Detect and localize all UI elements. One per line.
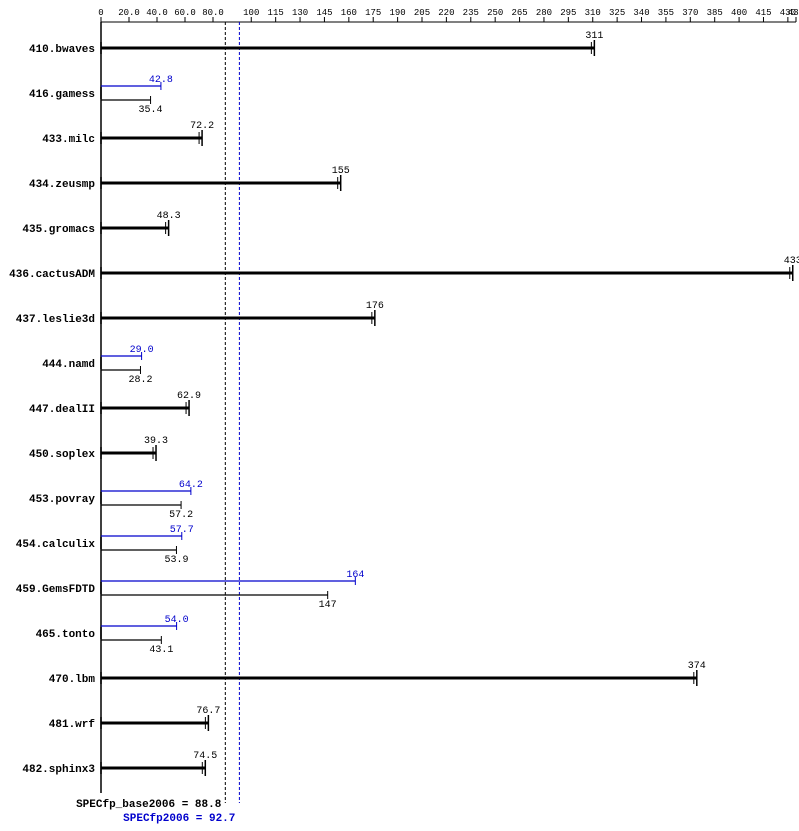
peak-value: 57.7 [170, 525, 194, 536]
benchmark-label: 465.tonto [36, 629, 96, 641]
base-value: 74.5 [193, 751, 217, 762]
axis-tick-label: 145 [316, 8, 332, 18]
axis-tick-label: 205 [414, 8, 430, 18]
base-value: 57.2 [169, 510, 193, 521]
peak-value: 29.0 [130, 345, 154, 356]
base-value: 176 [366, 301, 384, 312]
benchmark-label: 454.calculix [16, 539, 96, 551]
axis-tick-label: 400 [731, 8, 747, 18]
benchmark-label: 481.wrf [49, 719, 96, 731]
benchmark-label: 435.gromacs [22, 224, 95, 236]
benchmark-label: 447.dealII [29, 404, 95, 416]
benchmark-label: 437.leslie3d [16, 314, 95, 326]
base-value: 48.3 [157, 211, 181, 222]
benchmark-label: 416.gamess [29, 89, 95, 101]
axis-tick-label: 115 [268, 8, 284, 18]
axis-tick-label: 160 [341, 8, 357, 18]
axis-tick-label: 100 [243, 8, 259, 18]
benchmark-label: 459.GemsFDTD [16, 584, 96, 596]
benchmark-label: 444.namd [42, 359, 95, 371]
benchmark-label: 433.milc [42, 134, 95, 146]
axis-tick-label: 370 [682, 8, 698, 18]
axis-tick-label: 295 [560, 8, 576, 18]
peak-value: 54.0 [165, 615, 189, 626]
axis-tick-label: 60.0 [174, 8, 196, 18]
axis-tick-label: 355 [658, 8, 674, 18]
axis-tick-label: 40.0 [146, 8, 168, 18]
axis-tick-label: 280 [536, 8, 552, 18]
benchmark-label: 436.cactusADM [9, 269, 95, 281]
base-value: 53.9 [164, 555, 188, 566]
base-value: 43.1 [149, 645, 173, 656]
axis-tick-label: 130 [292, 8, 308, 18]
base-value: 62.9 [177, 391, 201, 402]
base-value: 155 [332, 166, 350, 177]
benchmark-label: 434.zeusmp [29, 179, 95, 191]
axis-tick-label: 250 [487, 8, 503, 18]
benchmark-label: 450.soplex [29, 449, 95, 461]
reference-label: SPECfp_base2006 = 88.8 [76, 799, 222, 811]
peak-value: 64.2 [179, 480, 203, 491]
axis-tick-label: 435 [788, 8, 799, 18]
axis-tick-label: 175 [365, 8, 381, 18]
axis-tick-label: 310 [585, 8, 601, 18]
spec-chart: 0 20.0 40.0 60.0 80.0 100 115 130 145 160 175 190 20… [0, 0, 799, 831]
axis-tick-label: 220 [438, 8, 454, 18]
axis-tick-label: 415 [755, 8, 771, 18]
base-value: 72.2 [190, 121, 214, 132]
peak-value: 164 [346, 570, 364, 581]
axis-tick-label: 0 [98, 8, 103, 18]
base-value: 147 [319, 600, 337, 611]
base-value: 76.7 [196, 706, 220, 717]
axis-tick-label: 80.0 [202, 8, 224, 18]
benchmark-label: 482.sphinx3 [22, 764, 95, 776]
benchmark-label: 470.lbm [49, 674, 96, 686]
benchmark-label: 453.povray [29, 494, 95, 506]
base-value: 39.3 [144, 436, 168, 447]
axis-tick-label: 265 [511, 8, 527, 18]
peak-value: 42.8 [149, 75, 173, 86]
axis-tick-label: 190 [390, 8, 406, 18]
base-value: 311 [585, 31, 603, 42]
base-value: 374 [688, 661, 706, 672]
benchmark-label: 410.bwaves [29, 44, 95, 56]
axis-tick-label: 340 [633, 8, 649, 18]
axis-tick-label: 325 [609, 8, 625, 18]
axis-tick-label: 20.0 [118, 8, 140, 18]
axis-tick-label: 235 [463, 8, 479, 18]
base-value: 28.2 [128, 375, 152, 386]
base-value: 35.4 [139, 105, 163, 116]
base-value: 433 [784, 256, 799, 267]
reference-label: SPECfp2006 = 92.7 [123, 813, 235, 825]
axis-tick-label: 385 [707, 8, 723, 18]
